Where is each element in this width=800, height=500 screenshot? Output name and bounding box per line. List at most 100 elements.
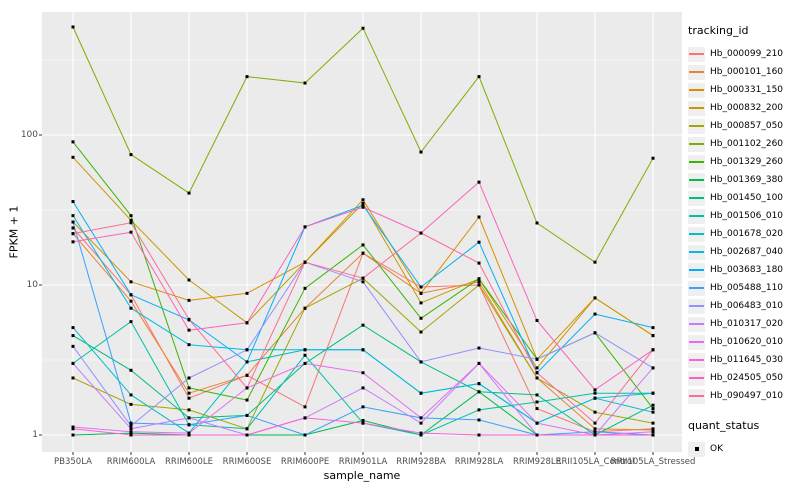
data-point [245,348,249,352]
data-point [419,285,423,289]
data-point [651,326,655,330]
data-point [477,280,481,284]
data-point [651,391,655,395]
data-point [303,306,307,310]
data-point [535,421,539,425]
data-point [361,371,365,375]
data-point [187,317,191,321]
data-point [651,348,655,352]
x-tick-label: RRIM928LA [454,457,504,467]
data-point [477,261,481,265]
legend-items: Hb_000099_210 Hb_000101_160 Hb_000331_150 H… [688,45,800,405]
data-point [361,243,365,247]
data-point [129,214,133,218]
legend-item: Hb_011645_030 [688,351,800,369]
legend-item-label: Hb_090497_010 [710,391,784,401]
data-point [651,366,655,370]
data-point [651,407,655,411]
line-key-icon [688,208,705,224]
data-point [303,81,307,85]
legend-item-label: Hb_002687_040 [710,247,784,257]
data-point [593,312,597,316]
data-point [303,348,307,352]
data-point [245,373,249,377]
y-tick-label: 10 [26,279,38,290]
legend-item: Hb_006483_010 [688,297,800,315]
legend-item-label: Hb_000101_160 [710,67,784,77]
data-point [593,433,597,437]
plot-panel [42,12,682,452]
data-point [187,431,191,435]
line-key-icon [688,172,705,188]
data-point [245,291,249,295]
legend-item: Hb_000099_210 [688,45,800,63]
legend-item: Hb_001369_380 [688,171,800,189]
legend: tracking_id Hb_000099_210 Hb_000101_160 Hb… [688,24,800,458]
data-point [187,376,191,380]
data-point [245,413,249,417]
quant-status-item: OK [688,440,800,458]
data-point [71,25,75,29]
legend-item: Hb_000331_150 [688,81,800,99]
data-point [303,260,307,264]
data-point [129,320,133,324]
data-point [245,398,249,402]
legend-item-label: Hb_003683_180 [710,265,784,275]
data-point [477,277,481,281]
data-point [651,410,655,414]
data-point [303,286,307,290]
line-key-icon [688,46,705,62]
data-point [477,180,481,184]
data-point [593,331,597,335]
data-point [71,427,75,431]
data-point [477,390,481,394]
data-point [71,155,75,159]
legend-item-label: Hb_010317_020 [710,319,784,329]
legend-item-label: Hb_000857_050 [710,121,784,131]
legend-item-label: Hb_001506_010 [710,211,784,221]
line-key-icon [688,244,705,260]
legend-item: Hb_000101_160 [688,63,800,81]
data-point [593,430,597,434]
data-point [593,410,597,414]
legend-item: Hb_001102_260 [688,135,800,153]
data-point [535,376,539,380]
legend-item: Hb_001506_010 [688,207,800,225]
data-point [593,296,597,300]
x-tick-label: RRII105LA_Control [555,457,635,467]
legend-item-label: Hb_001329_260 [710,157,784,167]
data-point [71,361,75,365]
data-point [535,366,539,370]
legend-item-label: Hb_006483_010 [710,301,784,311]
data-point [361,421,365,425]
data-point [303,433,307,437]
data-point [651,433,655,437]
data-point [477,215,481,219]
legend-item: Hb_002687_040 [688,243,800,261]
legend-item-label: Hb_010620_010 [710,337,784,347]
data-point [303,405,307,409]
data-point [245,427,249,431]
legend-item: Hb_090497_010 [688,387,800,405]
data-point [361,26,365,30]
data-point [71,226,75,230]
data-point [129,306,133,310]
data-point [419,416,423,420]
data-point [361,198,365,202]
data-point [129,280,133,284]
data-point [129,427,133,431]
data-point [477,361,481,365]
data-point [361,418,365,422]
data-point [71,334,75,338]
legend-item: Hb_000832_200 [688,99,800,117]
legend-title: tracking_id [688,24,749,37]
legend-item: Hb_010620_010 [688,333,800,351]
data-point [187,298,191,302]
legend-item-label: Hb_000099_210 [710,49,784,59]
data-point [651,430,655,434]
line-key-icon [688,226,705,242]
data-point [419,291,423,295]
data-point [129,221,133,225]
data-point [361,251,365,255]
